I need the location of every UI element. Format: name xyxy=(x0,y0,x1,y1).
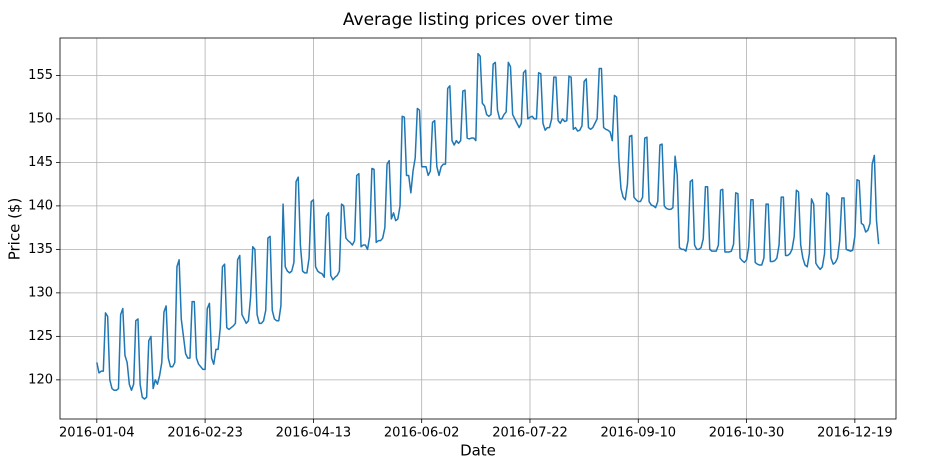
y-tick-label: 135 xyxy=(28,242,53,257)
y-tick-label: 125 xyxy=(28,329,53,344)
series-line xyxy=(96,52,880,400)
x-tick-label: 2016-02-23 xyxy=(167,426,243,441)
y-axis: 120 125 130 135 140 145 150 155 xyxy=(28,68,60,387)
y-tick-label: 145 xyxy=(28,155,53,170)
x-tick-label: 2016-06-02 xyxy=(384,426,460,441)
grid xyxy=(60,38,896,419)
x-tick-label: 2016-07-22 xyxy=(492,426,568,441)
x-tick-label: 2016-10-30 xyxy=(709,426,785,441)
x-tick-label: 2016-01-04 xyxy=(59,426,135,441)
y-tick-label: 120 xyxy=(28,372,53,387)
x-axis: 2016-01-04 2016-02-23 2016-04-13 2016-06-02… xyxy=(59,419,893,441)
chart-title: Average listing prices over time xyxy=(343,10,613,30)
y-tick-label: 155 xyxy=(28,68,53,83)
y-axis-label: Price ($) xyxy=(6,198,24,261)
x-axis-label: Date xyxy=(460,442,496,460)
y-tick-label: 140 xyxy=(28,198,53,213)
y-tick-label: 150 xyxy=(28,111,53,126)
x-tick-label: 2016-12-19 xyxy=(817,426,893,441)
y-tick-label: 130 xyxy=(28,285,53,300)
x-tick-label: 2016-09-10 xyxy=(600,426,676,441)
plot-frame xyxy=(59,37,897,420)
x-tick-label: 2016-04-13 xyxy=(276,426,352,441)
